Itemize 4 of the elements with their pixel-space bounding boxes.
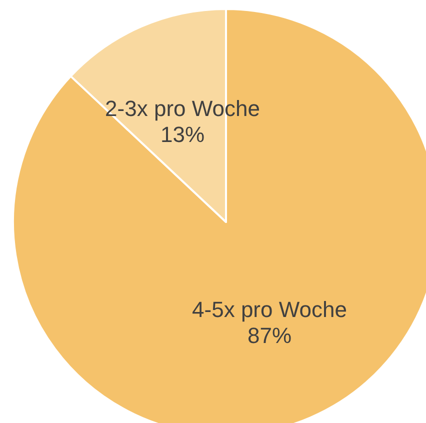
slice-label: 4-5x pro Woche [192,296,347,322]
data-label: 13% [160,122,205,148]
data-label: 87% [247,322,292,348]
slice-label: 2-3x pro Woche [105,96,260,122]
